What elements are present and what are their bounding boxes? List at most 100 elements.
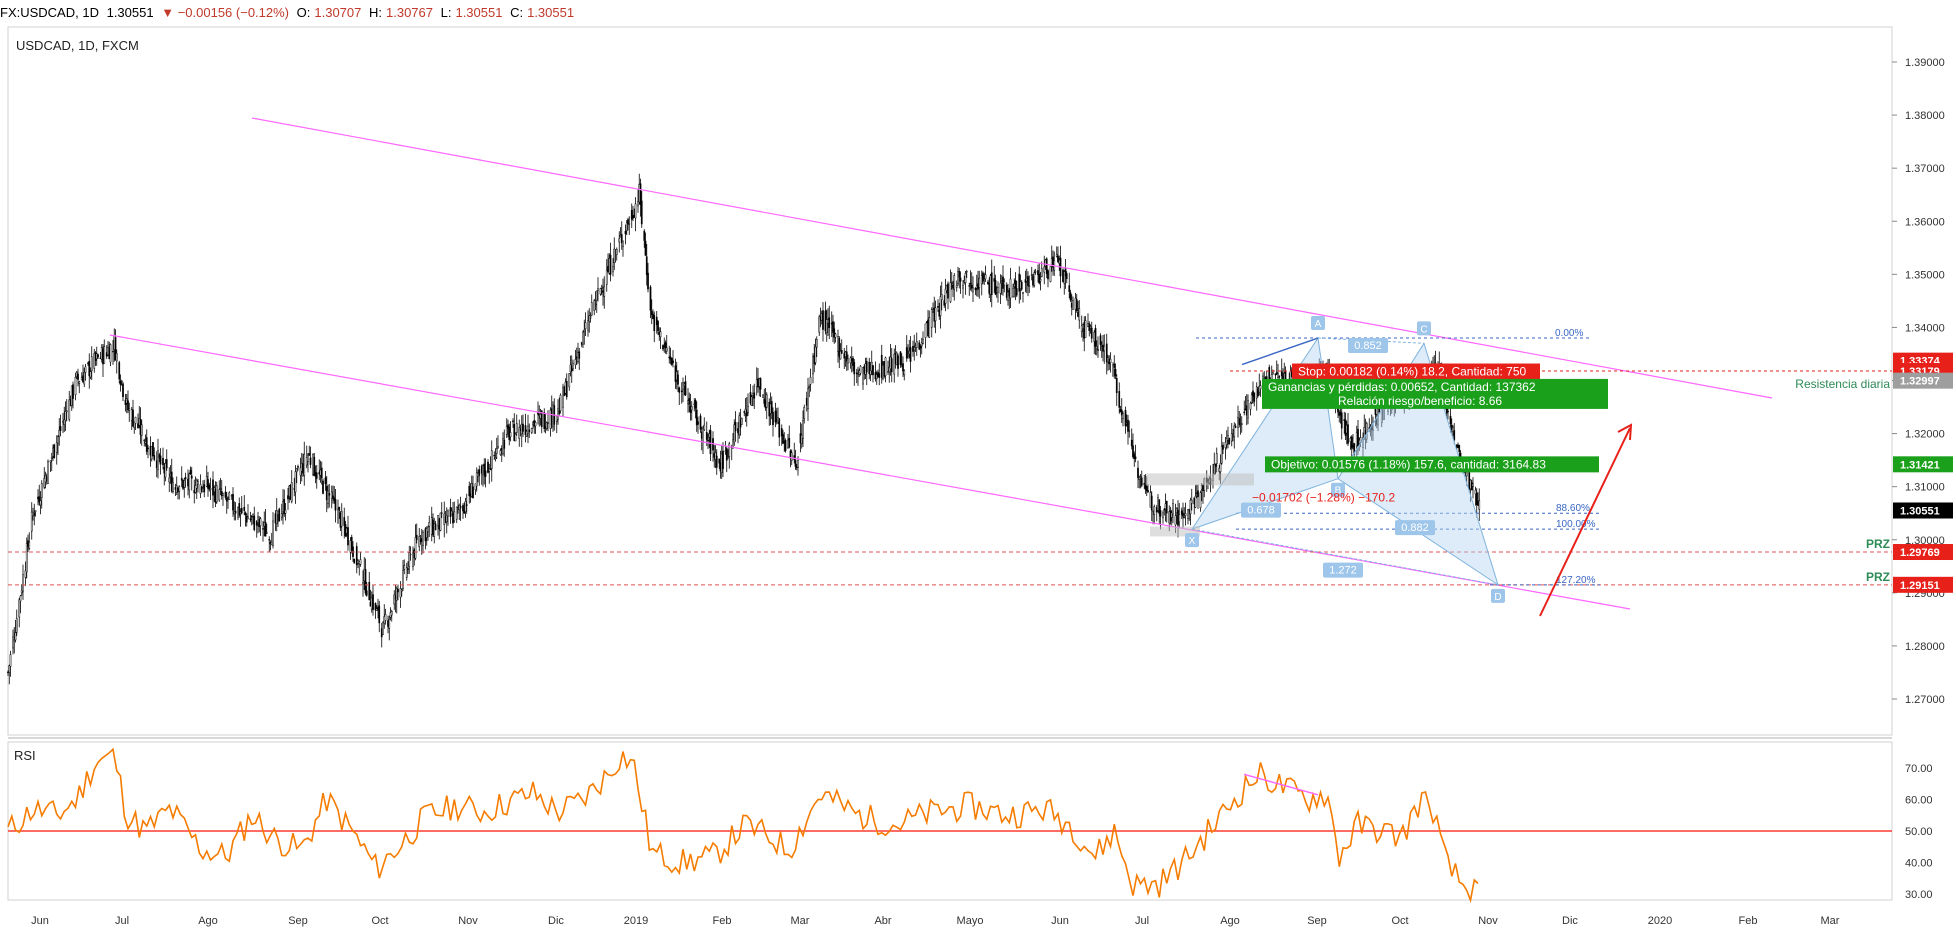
candle-body (593, 300, 596, 311)
candle-body (40, 483, 43, 498)
candle-body (1465, 471, 1468, 477)
candle-body (1009, 278, 1012, 299)
candle-body (1228, 437, 1231, 444)
candle-body (1362, 437, 1364, 448)
candle-body (834, 333, 837, 338)
candle-body (1128, 430, 1131, 432)
symbol-name[interactable]: FX:USDCAD, 1D (0, 5, 99, 20)
candle-body (178, 486, 181, 492)
candle-body (68, 399, 71, 420)
candle-body (974, 287, 977, 291)
candle-body (1197, 490, 1199, 497)
candle-body (828, 317, 831, 329)
candle-body (255, 521, 258, 526)
candle-body (1099, 335, 1102, 345)
candle-body (152, 442, 154, 457)
candle-body (750, 396, 753, 406)
candle-body (868, 361, 871, 374)
candle-body (740, 417, 743, 425)
candle-body (1340, 412, 1343, 429)
candle-body (1219, 463, 1222, 473)
candle-body (784, 440, 787, 451)
candle-body (797, 460, 799, 468)
bullish-arrow (1539, 427, 1631, 617)
candle-body (1162, 512, 1164, 518)
candle-body (793, 455, 796, 461)
candle-body (25, 543, 28, 573)
candle-body (705, 432, 708, 440)
candle-body (450, 510, 453, 516)
candle-body (30, 511, 33, 532)
candle-body (39, 500, 42, 506)
candle-body (1095, 345, 1098, 350)
candle-body (497, 446, 499, 449)
candle-body (937, 306, 939, 308)
candle-body (513, 423, 516, 441)
candle-body (1020, 282, 1023, 290)
candle-body (514, 433, 517, 442)
candle-body (1240, 423, 1243, 425)
candle-body (465, 504, 468, 506)
price-axis-badge (1893, 372, 1953, 389)
candle-body (8, 665, 11, 673)
candle-body (574, 359, 577, 366)
candle-body (368, 582, 371, 601)
candle-body (734, 422, 737, 432)
x-tick-label: 2019 (624, 915, 648, 927)
candle-body (1190, 499, 1193, 504)
pattern-a-highlight (1241, 337, 1319, 366)
candle-body (327, 490, 329, 504)
target-text: Objetivo: 0.01576 (1.18%) 157.6, cantida… (1271, 457, 1546, 471)
candle-body (1134, 456, 1137, 460)
price-change: ▼ −0.00156 (−0.12%) (161, 5, 290, 20)
candle-body (984, 274, 987, 280)
candle-body (472, 486, 474, 499)
candle-body (1097, 349, 1099, 351)
candle-body (53, 444, 56, 458)
x-tick-label: Jul (115, 915, 129, 927)
candle-body (680, 390, 683, 392)
candle-body (803, 406, 806, 419)
candle-body (330, 491, 333, 500)
candle-body (1357, 428, 1359, 446)
candle-body (968, 285, 971, 287)
candle-body (907, 355, 909, 357)
candle-body (522, 423, 524, 432)
candle-body (1040, 267, 1043, 277)
close-value: 1.30551 (527, 5, 575, 20)
symbol-header: FX:USDCAD, 1D 1.30551 ▼ −0.00156 (−0.12%… (0, 0, 1956, 26)
stop-box (1292, 363, 1540, 380)
candle-body (453, 511, 456, 522)
x-tick-label: Sep (1307, 915, 1327, 927)
candle-body (168, 477, 171, 483)
high-label: H: (369, 5, 382, 20)
candle-body (628, 223, 631, 225)
x-tick-label: Jul (1135, 915, 1149, 927)
candle-body (1452, 426, 1454, 432)
x-tick-label: Jun (1051, 915, 1069, 927)
candle-body (57, 436, 59, 444)
price-axis-badge (1893, 544, 1953, 561)
candle-body (355, 546, 358, 566)
candle-body (1103, 345, 1106, 352)
candle-body (534, 422, 537, 427)
candle-body (1278, 376, 1281, 378)
ratio-label: 0.852 (1354, 340, 1382, 352)
price-axis-label: 1.29769 (1900, 547, 1940, 559)
y-tick-label: 1.38000 (1905, 110, 1945, 122)
candle-body (1225, 438, 1228, 445)
candle-body (940, 294, 943, 300)
candle-body (613, 248, 616, 263)
candle-body (164, 463, 167, 478)
candle-body (225, 497, 228, 502)
candle-body (59, 426, 62, 431)
candle-body (1147, 490, 1149, 493)
candle-body (1183, 516, 1186, 519)
candle-body (1109, 358, 1112, 363)
candle-body (774, 410, 777, 423)
candle-body (1124, 409, 1127, 427)
candle-body (762, 395, 764, 398)
candle-body (872, 365, 874, 376)
candle-body (402, 570, 404, 589)
